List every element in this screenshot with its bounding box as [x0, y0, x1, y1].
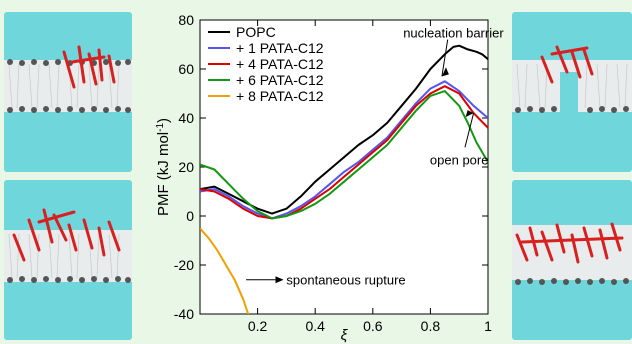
legend-label: + 6 PATA-C12	[236, 72, 324, 88]
y-axis-label-sup: -1	[155, 123, 166, 132]
x-tick-label: 1	[484, 318, 492, 334]
annotation-spontaneous-rupture: spontaneous rupture	[286, 273, 405, 288]
legend-label: POPC	[236, 24, 276, 40]
snapshot-top-left	[4, 12, 132, 172]
legend-label: + 8 PATA-C12	[236, 88, 324, 104]
y-tick-label: -40	[174, 306, 194, 322]
legend: POPC+ 1 PATA-C12+ 4 PATA-C12+ 6 PATA-C12…	[208, 24, 324, 104]
y-axis-label: PMF (kJ mol-1)	[155, 118, 173, 216]
annotation-open-pore: open pore	[430, 153, 489, 168]
snapshot-bottom-right	[512, 180, 632, 340]
y-axis-label-main: PMF (kJ mol	[155, 132, 172, 216]
y-tick-label: 20	[178, 159, 194, 175]
series-line-2	[200, 80, 488, 220]
plot-area	[199, 19, 489, 315]
legend-label: + 4 PATA-C12	[236, 56, 324, 72]
y-tick-label: 0	[186, 208, 194, 224]
annotation-arrowhead	[441, 67, 449, 77]
snapshot-bottom-left	[4, 180, 132, 340]
series-line-3	[200, 85, 488, 220]
annotation-arrowhead	[465, 110, 474, 118]
legend-label: + 1 PATA-C12	[236, 40, 324, 56]
series-lines	[200, 44, 488, 314]
series-line-5	[200, 227, 250, 314]
x-tick-label: 0.6	[363, 318, 383, 334]
annotation-arrow	[441, 39, 449, 77]
y-tick-label: -20	[174, 257, 194, 273]
y-tick-label: 60	[178, 61, 194, 77]
y-tick-labels: -40 -20 0 20 40 60 80	[174, 12, 194, 322]
axis-ticks	[200, 19, 489, 315]
y-tick-label: 80	[178, 12, 194, 28]
x-axis-label: ξ	[341, 327, 349, 344]
series-line-1	[200, 44, 488, 215]
annotations: nucleation barrier open pore spontaneous r…	[246, 25, 504, 288]
series-line-4	[200, 90, 488, 220]
annotation-arrowhead	[275, 276, 284, 284]
x-tick-label: 0.8	[421, 318, 441, 334]
y-tick-label: 40	[178, 110, 194, 126]
annotation-arrow	[464, 112, 475, 148]
annotation-nucleation-barrier: nucleation barrier	[403, 25, 504, 40]
x-tick-labels: 0.2 0.4 0.6 0.8 1	[248, 318, 492, 334]
x-tick-label: 0.4	[305, 318, 325, 334]
snapshot-top-right	[512, 12, 632, 172]
x-tick-label: 0.2	[248, 318, 268, 334]
y-axis-label-tail: )	[155, 118, 172, 123]
